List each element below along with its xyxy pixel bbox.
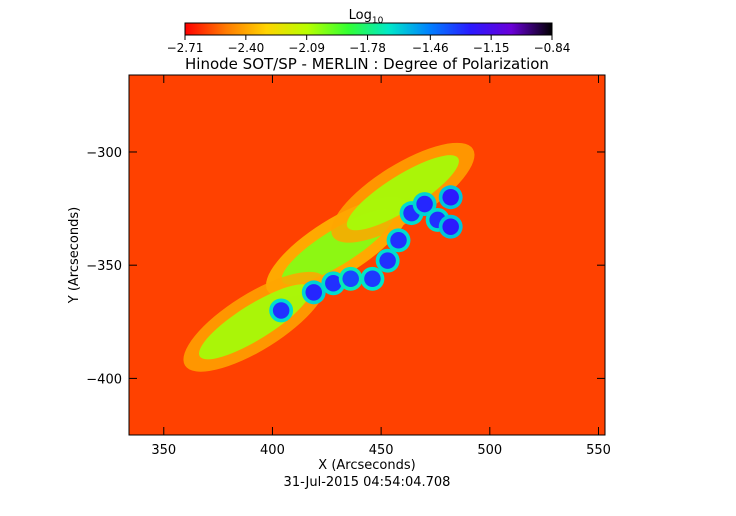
date-label: 31-Jul-2015 04:54:04.708 [284, 475, 451, 490]
pore-mark [272, 302, 290, 319]
plot-frame [128, 74, 606, 436]
colorbar-tick-label: −2.09 [288, 41, 325, 55]
y-tick-label: −300 [86, 146, 122, 161]
pore-mark [305, 284, 323, 301]
plage-region [346, 155, 459, 231]
x-tick-label: 350 [151, 443, 176, 458]
x-tick-label: 550 [586, 443, 611, 458]
colorbar [184, 22, 553, 36]
y-axis: −300 −350 −400 [86, 146, 605, 387]
y-tick-label: −400 [86, 372, 122, 387]
pore-mark [342, 270, 359, 288]
x-tick-label: 500 [477, 443, 502, 458]
colorbar-tick-label: −0.84 [534, 41, 571, 55]
x-tick-label: 400 [260, 443, 285, 458]
colorbar-tick-label: −1.78 [349, 41, 386, 55]
pore-mark [379, 252, 396, 269]
colorbar-tick-label: −1.15 [473, 41, 510, 55]
y-tick-label: −350 [86, 259, 122, 274]
pore-mark [416, 195, 433, 213]
colorbar-tick-label: −2.71 [167, 41, 204, 55]
pore-mark [390, 232, 407, 249]
x-axis-label: X (Arcseconds) [318, 458, 415, 473]
colorbar-tick-label: −1.46 [412, 41, 449, 55]
colorbar-ticks: −2.71 −2.40 −2.09 −1.78 −1.46 −1.15 −0.84 [167, 35, 571, 55]
pore-mark [364, 270, 381, 288]
plot-area [129, 75, 605, 435]
x-tick-label: 450 [369, 443, 394, 458]
colorbar-tick-label: −2.40 [227, 41, 264, 55]
pore-mark [325, 275, 342, 292]
colorbar-title: Log10 [349, 8, 384, 26]
chart-title: Hinode SOT/SP - MERLIN : Degree of Polar… [185, 55, 549, 73]
x-axis: 350 400 450 500 550 [151, 75, 611, 458]
y-axis-label: Y (Arcseconds) [67, 207, 82, 304]
pore-mark [442, 189, 459, 206]
pore-mark [442, 218, 459, 235]
